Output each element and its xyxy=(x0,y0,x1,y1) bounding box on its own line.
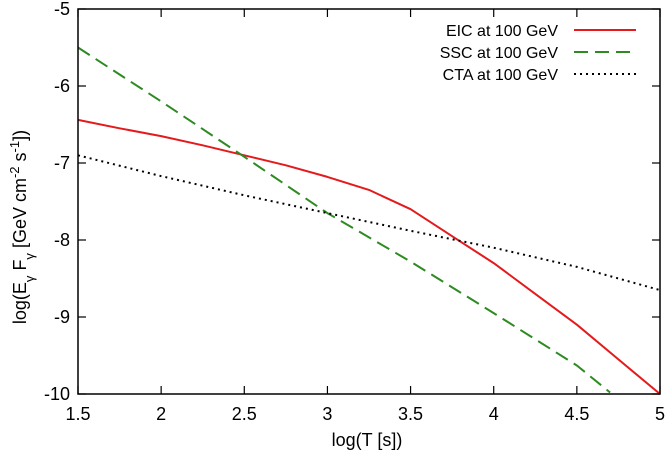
x-tick-label: 5 xyxy=(655,404,665,424)
series-line-dotted xyxy=(77,154,661,292)
legend-label: CTA at 100 GeV xyxy=(443,67,559,84)
x-axis-label: log(T [s]) xyxy=(332,430,403,450)
legend-label: SSC at 100 GeV xyxy=(440,45,559,62)
y-tick-label: -10 xyxy=(44,384,70,404)
legend: EIC at 100 GeV SSC at 100 GeV CTA at 100 G… xyxy=(440,23,636,84)
plot-frame xyxy=(77,8,661,395)
axis-ticks: 1.5 2 2.5 3 3.5 4 4.5 5 -10 -9 -8 -7 -6 -5 xyxy=(44,0,665,424)
x-tick-label: 2.5 xyxy=(232,404,257,424)
x-tick-label: 1.5 xyxy=(65,404,90,424)
series-line-dashed xyxy=(77,46,611,394)
y-tick-label: -8 xyxy=(54,230,70,250)
x-tick-label: 4.5 xyxy=(564,404,589,424)
x-tick-label: 2 xyxy=(156,404,166,424)
y-tick-label: -6 xyxy=(54,76,70,96)
y-axis-label: log(Eγ Fγ [GeV cm-2 s-1]) xyxy=(7,130,37,324)
legend-label: EIC at 100 GeV xyxy=(446,23,558,40)
series-lines xyxy=(77,46,661,395)
y-tick-label: -9 xyxy=(54,307,70,327)
series-line-solid xyxy=(77,118,661,395)
x-tick-label: 3 xyxy=(322,404,332,424)
y-tick-label: -7 xyxy=(54,153,70,173)
x-tick-label: 3.5 xyxy=(398,404,423,424)
x-tick-label: 4 xyxy=(489,404,499,424)
y-tick-label: -5 xyxy=(54,0,70,19)
